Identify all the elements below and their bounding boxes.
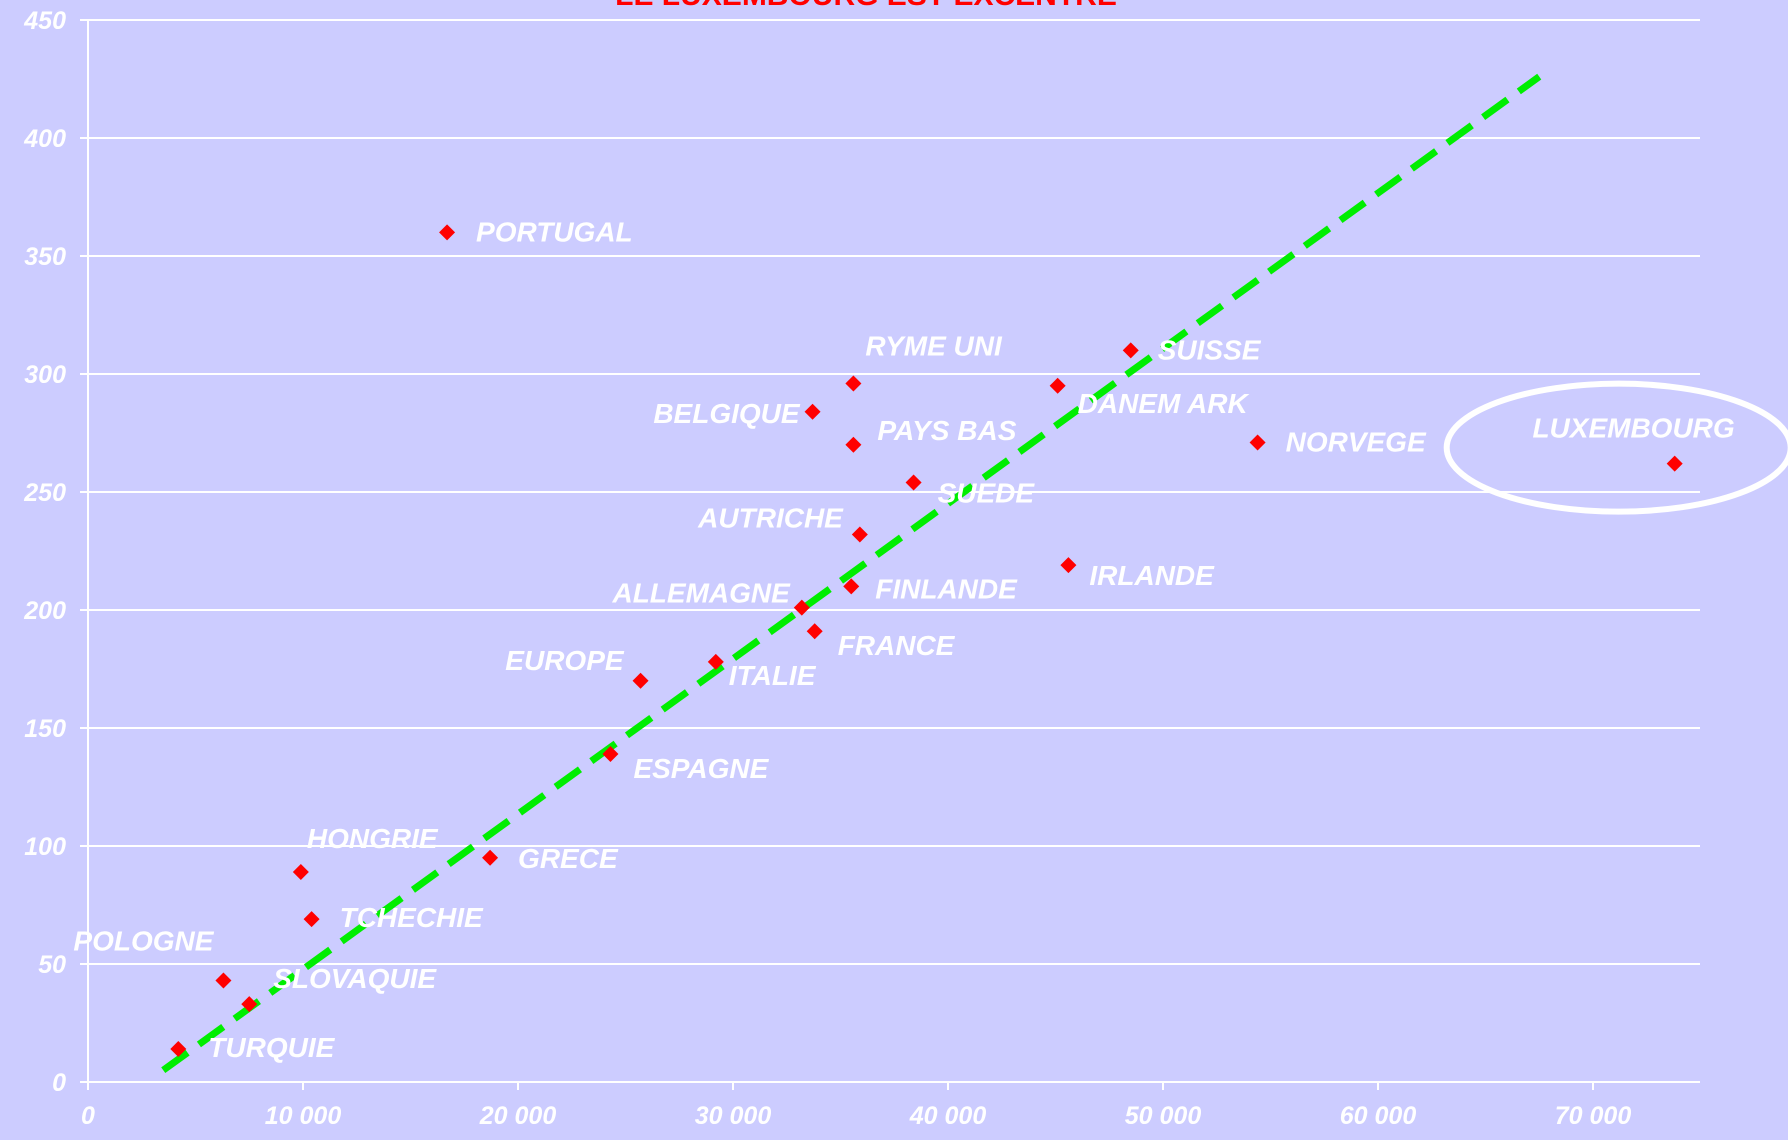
data-point: [170, 1040, 187, 1057]
data-point: [793, 599, 810, 616]
y-tick-label: 400: [23, 125, 66, 153]
y-tick-label: 350: [24, 243, 66, 271]
point-label: SUEDE: [938, 478, 1036, 509]
y-tick-label: 300: [24, 361, 66, 389]
data-point: [1122, 342, 1139, 359]
highlight-group: [1443, 380, 1788, 515]
point-label: POLOGNE: [73, 926, 214, 957]
point-label: ESPAGNE: [633, 753, 769, 784]
data-point: [845, 375, 862, 392]
point-label: FINLANDE: [875, 573, 1018, 604]
point-label: SUISSE: [1158, 334, 1262, 365]
data-point: [241, 996, 258, 1013]
data-point: [707, 653, 724, 670]
point-label: PORTUGAL: [476, 216, 633, 247]
point-label: EUROPE: [505, 645, 625, 676]
data-point: [482, 849, 499, 866]
data-point: [1049, 377, 1066, 394]
data-point: [806, 623, 823, 640]
y-tick-label: 0: [52, 1069, 66, 1097]
y-tick-label: 450: [23, 7, 66, 35]
point-labels-group: TURQUIE POLOGNE SLOVAQUIE HONGRIE TCHECHIE PO…: [73, 216, 1734, 1063]
data-point: [905, 474, 922, 491]
point-label: LUXEMBOURG: [1532, 413, 1734, 444]
point-label: IRLANDE: [1089, 560, 1215, 591]
data-point: [215, 972, 232, 989]
data-point: [602, 745, 619, 762]
y-tick-label: 200: [23, 597, 66, 625]
point-label: RYME UNI: [865, 330, 1003, 361]
point-label: AUTRICHE: [697, 502, 844, 533]
highlight-ellipse: [1443, 380, 1788, 515]
point-label: TCHECHIE: [340, 902, 484, 933]
point-label: HONGRIE: [307, 823, 439, 854]
data-point: [851, 526, 868, 543]
gridlines: [88, 19, 1700, 965]
y-tick-label: 250: [23, 479, 66, 507]
data-point: [1249, 434, 1266, 451]
point-label: NORVEGE: [1286, 426, 1427, 457]
trendline-group: [161, 73, 1542, 1074]
chart-title: LE LUXEMBOURG EST EXCENTRE: [615, 0, 1117, 12]
data-point: [843, 578, 860, 595]
y-tick-label: 100: [24, 833, 66, 861]
point-label: DANEM ARK: [1078, 388, 1250, 419]
data-point: [1060, 557, 1077, 574]
point-label: GRECE: [518, 843, 619, 874]
x-tick-label: 70 000: [1555, 1102, 1632, 1130]
data-point: [292, 863, 309, 880]
x-tick-label: 0: [81, 1102, 95, 1130]
point-label: ITALIE: [729, 660, 817, 691]
x-tick-label: 60 000: [1340, 1102, 1417, 1130]
data-point: [303, 911, 320, 928]
x-tick-label: 20 000: [479, 1102, 557, 1130]
point-label: TURQUIE: [208, 1032, 335, 1063]
point-label: PAYS BAS: [877, 415, 1016, 446]
axes: 0 50 100 150 200 250 300 350 400 450 0 10 000 20 000…: [23, 7, 1700, 1130]
x-tick-label: 30 000: [695, 1102, 772, 1130]
x-tick-label: 10 000: [265, 1102, 342, 1130]
y-tick-label: 50: [38, 951, 66, 979]
data-point: [632, 672, 649, 689]
data-point: [845, 436, 862, 453]
points-group: [170, 224, 1683, 1057]
point-label: BELGIQUE: [653, 398, 801, 429]
point-label: FRANCE: [838, 630, 956, 661]
y-tick-label: 150: [24, 715, 66, 743]
data-point: [439, 224, 456, 241]
x-tick-label: 50 000: [1125, 1102, 1202, 1130]
point-label: ALLEMAGNE: [611, 578, 791, 609]
x-tick-label: 40 000: [909, 1102, 987, 1130]
data-point: [1666, 455, 1683, 472]
point-label: SLOVAQUIE: [273, 963, 437, 994]
data-point: [804, 403, 821, 420]
trendline: [161, 73, 1542, 1074]
